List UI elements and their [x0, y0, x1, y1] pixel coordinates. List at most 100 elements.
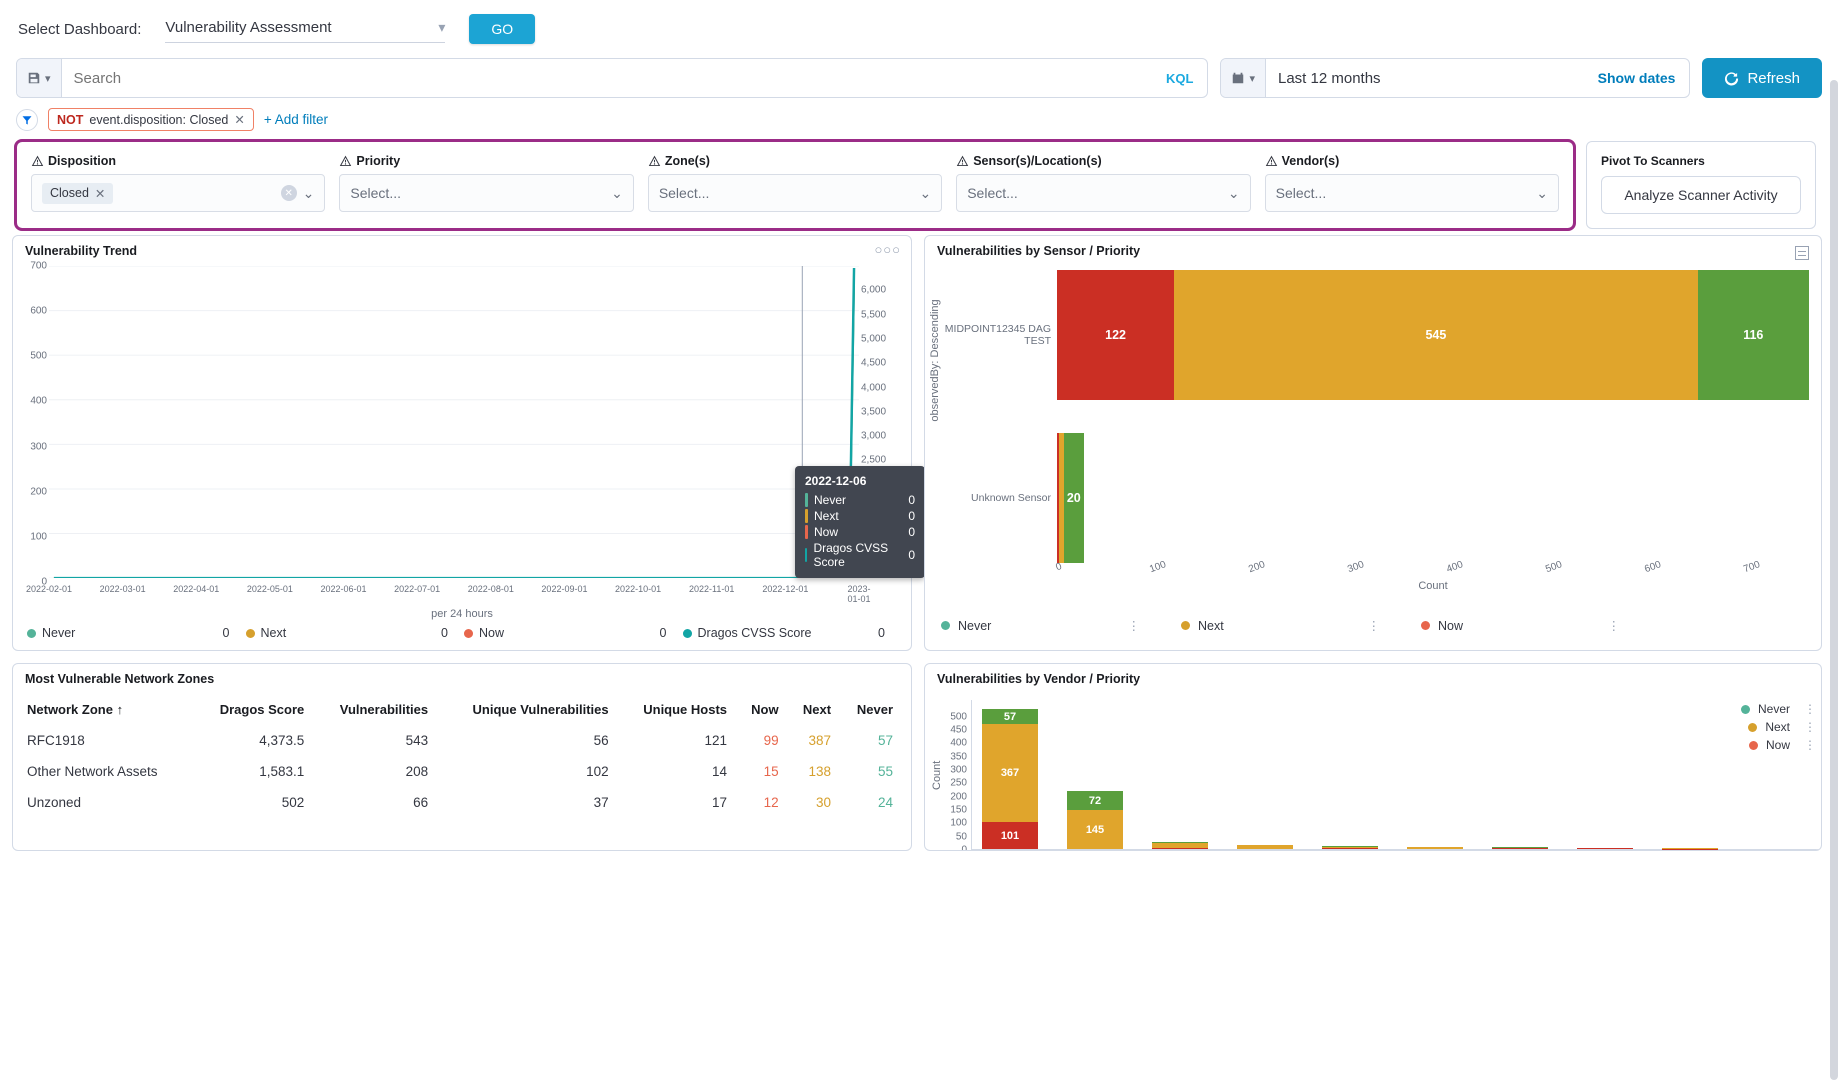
legend-item-menu-icon[interactable]: ⋮ — [1128, 618, 1142, 633]
legend-item[interactable]: Now⋮ — [1421, 618, 1621, 633]
chevron-down-icon: ▾ — [45, 72, 51, 85]
hbar-bar[interactable]: 122545116 — [1057, 270, 1809, 400]
legend-item-menu-icon[interactable]: ⋮ — [1608, 618, 1622, 633]
control-select[interactable]: Closed✕ ✕ ⌄ — [31, 174, 325, 212]
controls-panel: Disposition Closed✕ ✕ ⌄PrioritySelect...… — [16, 141, 1574, 229]
sensor-y-title: observedBy: Descending — [929, 299, 941, 421]
legend-toggle-icon[interactable] — [1795, 246, 1809, 260]
kql-toggle[interactable]: KQL — [1152, 59, 1207, 97]
vendor-chart[interactable]: Count 050100150200250300350400450500 573… — [933, 700, 1821, 850]
date-range-picker: ▾ Last 12 months Show dates — [1220, 58, 1690, 98]
vendor-bar[interactable]: 57367101 — [982, 709, 1038, 849]
legend-item[interactable]: Next0 — [244, 626, 463, 640]
table-row[interactable]: RFC19184,373.5543561219938757 — [21, 725, 903, 756]
column-header[interactable]: Vulnerabilities — [314, 694, 438, 725]
column-header[interactable]: Unique Vulnerabilities — [438, 694, 618, 725]
legend-item-menu-icon[interactable]: ⋮ — [1804, 738, 1817, 752]
sensor-chart[interactable]: observedBy: Descending MIDPOINT12345 DAG… — [937, 270, 1809, 610]
show-dates-link[interactable]: Show dates — [1584, 59, 1690, 97]
trend-card: Vulnerability Trend ○○○ 0100200300400500… — [12, 235, 912, 651]
vendor-bar[interactable] — [1492, 847, 1548, 849]
legend-item[interactable]: Never0 — [25, 626, 244, 640]
column-header[interactable]: Network Zone ↑ — [21, 694, 195, 725]
control-label: Vendor(s) — [1265, 154, 1559, 168]
legend-item[interactable]: Next⋮ — [1181, 618, 1381, 633]
vendor-bar[interactable] — [1237, 845, 1293, 849]
trend-tooltip: 2022-12-06 Never0Next0Now0Dragos CVSS Sc… — [795, 466, 925, 578]
zones-title: Most Vulnerable Network Zones — [13, 664, 911, 694]
vendor-card: Vulnerabilities by Vendor / Priority Cou… — [924, 663, 1822, 851]
column-header[interactable]: Next — [789, 694, 841, 725]
control-label: Disposition — [31, 154, 325, 168]
control-select[interactable]: Select...⌄ — [648, 174, 942, 212]
filter-not: NOT — [57, 113, 83, 127]
vendor-bar[interactable] — [1322, 846, 1378, 849]
control-select[interactable]: Select...⌄ — [1265, 174, 1559, 212]
refresh-button[interactable]: Refresh — [1702, 58, 1822, 98]
hbar-bar[interactable]: 20 — [1057, 433, 1809, 563]
control-zone-s-: Zone(s) Select...⌄ — [648, 154, 942, 212]
panel-menu-icon[interactable]: ○○○ — [874, 242, 901, 257]
filter-text: event.disposition: Closed — [89, 113, 228, 127]
control-priority: PrioritySelect...⌄ — [339, 154, 633, 212]
vendor-bar[interactable] — [1152, 842, 1208, 849]
legend-item[interactable]: Never⋮ — [1741, 700, 1817, 718]
control-label: Sensor(s)/Location(s) — [956, 154, 1250, 168]
table-row[interactable]: Unzoned502663717123024 — [21, 787, 903, 818]
refresh-label: Refresh — [1747, 70, 1800, 87]
chevron-down-icon: ⌄ — [1536, 185, 1548, 202]
search-input[interactable] — [62, 59, 1152, 97]
pivot-panel: Pivot To Scanners Analyze Scanner Activi… — [1586, 141, 1816, 229]
save-icon — [27, 71, 41, 85]
dashboard-select[interactable]: Vulnerability Assessment ▾ — [165, 15, 445, 43]
hbar-label: Unknown Sensor — [937, 492, 1057, 504]
legend-item[interactable]: Now0 — [462, 626, 681, 640]
legend-item[interactable]: Never⋮ — [941, 618, 1141, 633]
sensor-title: Vulnerabilities by Sensor / Priority — [925, 236, 1821, 266]
vendor-bar[interactable] — [1662, 848, 1718, 849]
column-header[interactable]: Never — [841, 694, 903, 725]
legend-item[interactable]: Dragos CVSS Score0 — [681, 626, 900, 640]
trend-title: Vulnerability Trend — [13, 236, 911, 266]
pivot-title: Pivot To Scanners — [1601, 154, 1801, 168]
control-select[interactable]: Select...⌄ — [956, 174, 1250, 212]
column-header[interactable]: Dragos Score — [195, 694, 314, 725]
column-header[interactable]: Now — [737, 694, 789, 725]
vendor-bar[interactable] — [1577, 848, 1633, 849]
legend-item[interactable]: Next⋮ — [1741, 718, 1817, 736]
vendor-bar[interactable] — [1407, 847, 1463, 849]
sensor-card: Vulnerabilities by Sensor / Priority obs… — [924, 235, 1822, 651]
go-button[interactable]: GO — [469, 14, 535, 44]
legend-item[interactable]: Now⋮ — [1741, 736, 1817, 754]
column-header[interactable]: Unique Hosts — [619, 694, 737, 725]
date-quick-button[interactable]: ▾ — [1221, 59, 1266, 97]
close-icon[interactable]: ✕ — [234, 112, 244, 127]
search-options-button[interactable]: ▾ — [17, 59, 62, 97]
chevron-down-icon: ⌄ — [611, 185, 623, 202]
control-disposition: Disposition Closed✕ ✕ ⌄ — [31, 154, 325, 212]
legend-item-menu-icon[interactable]: ⋮ — [1804, 702, 1817, 716]
refresh-icon — [1724, 71, 1739, 86]
analyze-scanner-button[interactable]: Analyze Scanner Activity — [1601, 176, 1801, 214]
zones-table: Network Zone ↑Dragos ScoreVulnerabilitie… — [21, 694, 903, 818]
dashboard-select-value: Vulnerability Assessment — [165, 19, 331, 36]
legend-item-menu-icon[interactable]: ⋮ — [1368, 618, 1382, 633]
select-dashboard-label: Select Dashboard: — [18, 21, 141, 38]
vendor-title: Vulnerabilities by Vendor / Priority — [925, 664, 1821, 694]
vendor-bar[interactable]: 72145 — [1067, 791, 1123, 849]
close-icon[interactable]: ✕ — [95, 186, 105, 201]
chevron-down-icon: ⌄ — [919, 185, 931, 202]
clear-icon[interactable]: ✕ — [281, 185, 297, 201]
filter-chip[interactable]: NOT event.disposition: Closed ✕ — [48, 108, 254, 131]
control-select[interactable]: Select...⌄ — [339, 174, 633, 212]
add-filter-link[interactable]: + Add filter — [264, 112, 328, 127]
chevron-down-icon: ⌄ — [1228, 185, 1240, 202]
filter-settings-icon[interactable] — [16, 109, 38, 131]
chevron-down-icon: ▾ — [438, 19, 445, 36]
trend-chart[interactable]: 0100200300400500600700 5001,0001,5002,00… — [25, 266, 899, 612]
legend-item-menu-icon[interactable]: ⋮ — [1804, 720, 1817, 734]
chevron-down-icon: ▾ — [1249, 72, 1255, 85]
date-range-value[interactable]: Last 12 months — [1266, 59, 1584, 97]
table-row[interactable]: Other Network Assets1,583.12081021415138… — [21, 756, 903, 787]
control-label: Zone(s) — [648, 154, 942, 168]
